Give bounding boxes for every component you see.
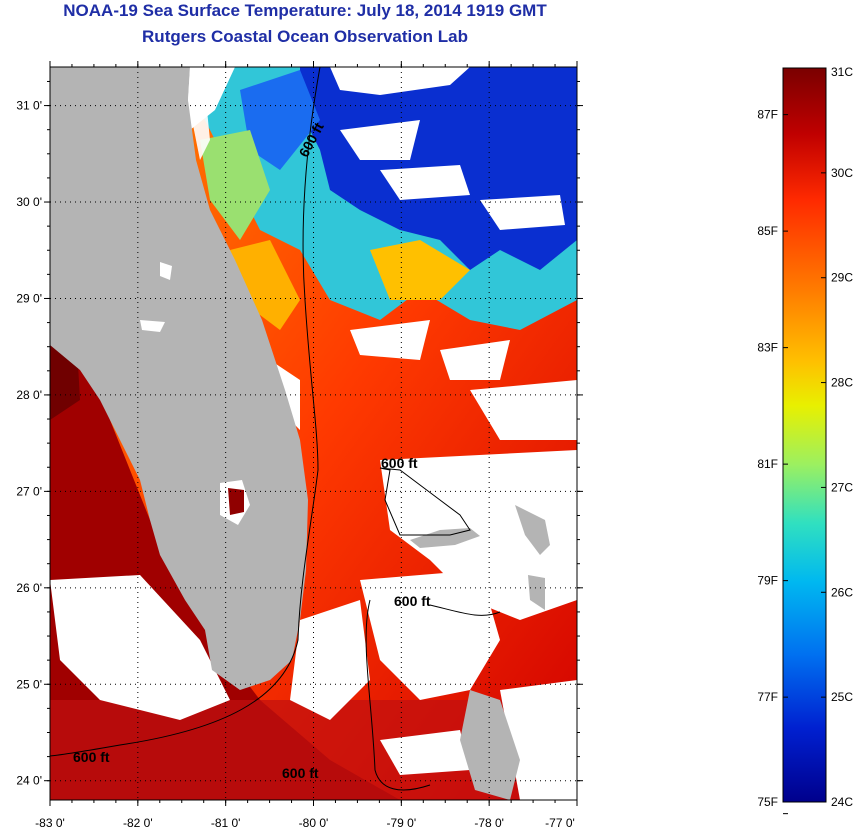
celsius-label: 24C xyxy=(831,795,853,809)
colorbar xyxy=(782,67,827,803)
celsius-label: 25C xyxy=(831,690,853,704)
colorbar-fahrenheit-labels: 87F 85F 83F 81F 79F 77F 75F xyxy=(757,108,788,815)
celsius-label: 29C xyxy=(831,271,853,285)
lat-label: 28 0' xyxy=(16,388,42,402)
lat-label: 31 0' xyxy=(16,99,42,113)
lat-label: 29 0' xyxy=(16,291,42,305)
fahrenheit-label: 85F xyxy=(757,224,778,238)
celsius-label: 31C xyxy=(831,65,853,79)
lon-label: -78 0' xyxy=(474,816,504,830)
lon-label: -79 0' xyxy=(387,816,417,830)
colorbar-celsius-labels: 31C 30C 29C 28C 27C 26C 25C 24C xyxy=(821,65,853,809)
celsius-label: 27C xyxy=(831,480,853,494)
celsius-label: 26C xyxy=(831,585,853,599)
lat-label: 26 0' xyxy=(16,581,42,595)
lat-label: 24 0' xyxy=(16,774,42,788)
lon-label: -81 0' xyxy=(211,816,241,830)
contour-label-keys-west: 600 ft xyxy=(73,749,110,765)
lon-label: -80 0' xyxy=(299,816,329,830)
lake-okeechobee xyxy=(228,488,244,515)
fahrenheit-label: 87F xyxy=(757,108,778,122)
longitude-labels: -83 0' -82 0' -81 0' -80 0' -79 0' -78 0' -77 … xyxy=(35,816,575,830)
celsius-label: 30C xyxy=(831,166,853,180)
lon-label: -83 0' xyxy=(35,816,65,830)
lon-label: -77 0' xyxy=(545,816,575,830)
lat-label: 27 0' xyxy=(16,484,42,498)
fahrenheit-label: 81F xyxy=(757,457,778,471)
graticule xyxy=(44,61,583,806)
map-subtitle: Rutgers Coastal Ocean Observation Lab xyxy=(142,27,468,46)
latitude-labels: 31 0' 30 0' 29 0' 28 0' 27 0' 26 0' 25 0' 24 0' xyxy=(16,99,42,788)
fahrenheit-label: 77F xyxy=(757,690,778,704)
celsius-label: 28C xyxy=(831,376,853,390)
fahrenheit-label: 75F xyxy=(757,795,778,809)
lat-label: 25 0' xyxy=(16,677,42,691)
florida-land xyxy=(50,67,308,690)
isobath-600ft xyxy=(50,67,501,791)
bahamas-land xyxy=(410,505,550,800)
fahrenheit-label: 79F xyxy=(757,574,778,588)
map-title: NOAA-19 Sea Surface Temperature: July 18… xyxy=(63,1,547,20)
fahrenheit-label: 83F xyxy=(757,341,778,355)
lat-label: 30 0' xyxy=(16,195,42,209)
contour-label-andros: 600 ft xyxy=(394,593,431,609)
contour-label-keys-east: 600 ft xyxy=(282,765,319,781)
contour-label-grand-bahama: 600 ft xyxy=(381,455,418,471)
lon-label: -82 0' xyxy=(123,816,153,830)
